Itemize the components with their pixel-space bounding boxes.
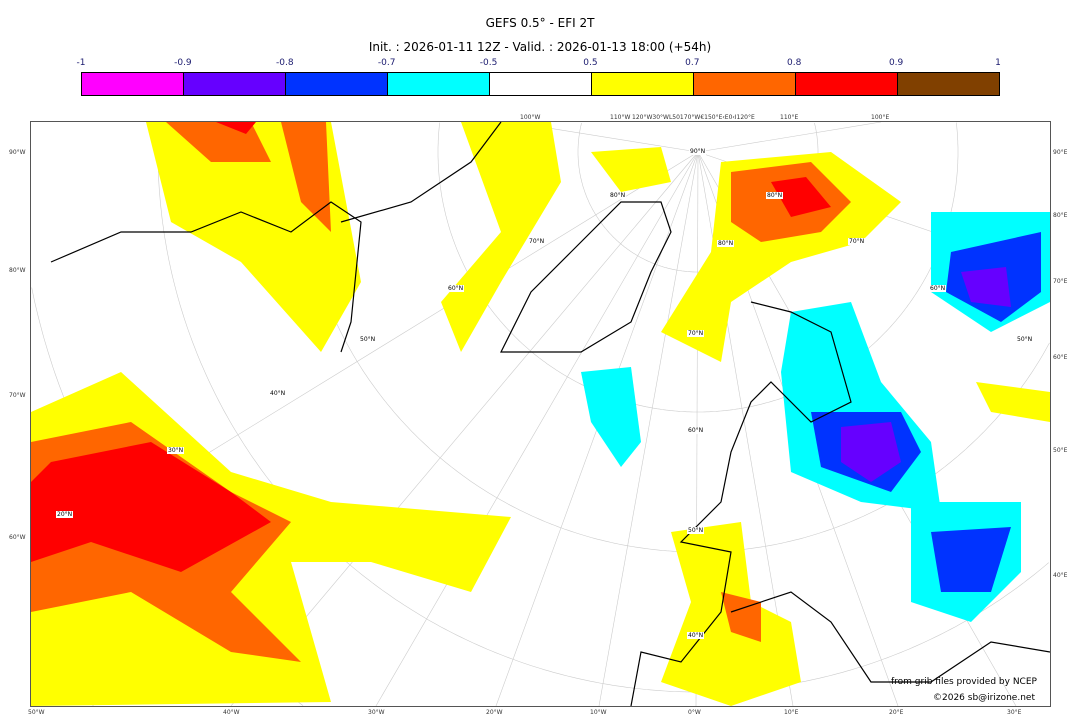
axis-label-bottom: 30°W [368, 709, 385, 716]
axis-label-right: 70°E [1053, 278, 1068, 285]
latitude-label: 60°N [447, 285, 465, 292]
colorbar-bin [184, 73, 286, 95]
latitude-label: 70°N [687, 330, 705, 337]
axis-label-left: 80°W [9, 267, 26, 274]
colorbar-bin [388, 73, 490, 95]
colorbar-bin [82, 73, 184, 95]
axis-label-bottom: 10°W [590, 709, 607, 716]
credit-source: from grib files provided by NCEP [891, 677, 1037, 687]
latitude-circle [437, 122, 959, 413]
latitude-label: 80°N [766, 192, 784, 199]
axis-label-bottom: 20°E [889, 709, 904, 716]
colorbar-tick: -0.8 [275, 58, 294, 68]
axis-label-right: 80°E [1053, 212, 1068, 219]
axis-label-left: 70°W [9, 392, 26, 399]
colorbar-bin [286, 73, 388, 95]
colorbar-bin [592, 73, 694, 95]
latitude-label: 40°N [269, 390, 287, 397]
latitude-label: 60°N [929, 285, 947, 292]
colorbar-bin [796, 73, 898, 95]
latitude-label: 20°N [56, 511, 74, 518]
colorbar [81, 72, 1000, 96]
axis-label-top: 110°W [610, 114, 631, 121]
latitude-label: 50°N [1016, 336, 1034, 343]
colorbar-tick: 1 [995, 58, 1001, 68]
latitude-label: 30°N [167, 447, 185, 454]
colorbar-tick: 0.7 [685, 58, 700, 68]
axis-label-bottom: 0°W [688, 709, 701, 716]
axis-label-bottom: 50°W [28, 709, 45, 716]
latitude-label: 50°N [687, 527, 705, 534]
colorbar-tick: -1 [76, 58, 86, 68]
axis-label-right: 90°E [1053, 149, 1068, 156]
latitude-label: 50°N [359, 336, 377, 343]
efi-field [31, 122, 1050, 706]
latitude-label: 70°N [848, 238, 866, 245]
axis-label-left: 90°W [9, 149, 26, 156]
colorbar-tick: -0.7 [377, 58, 396, 68]
map-subtitle: Init. : 2026-01-11 12Z - Valid. : 2026-0… [368, 40, 712, 54]
colorbar-tick: 0.9 [888, 58, 904, 68]
axis-label-bottom: 30°E [1007, 709, 1022, 716]
colorbar-bin [694, 73, 796, 95]
axis-label-left: 60°W [9, 534, 26, 541]
latitude-label: 80°N [717, 240, 735, 247]
axis-label-top: 110°E [780, 114, 799, 121]
colorbar-tick: -0.9 [174, 58, 192, 68]
colorbar-bin [490, 73, 592, 95]
axis-label-top: 120°W30°WL50170°W€150°E‹E0‹I120°E [632, 114, 755, 121]
map-title: GEFS 0.5° - EFI 2T [485, 16, 595, 30]
colorbar-tick: 0.8 [787, 58, 802, 68]
axis-label-right: 40°E [1053, 572, 1068, 579]
axis-label-right: 60°E [1053, 354, 1068, 361]
axis-label-right: 50°E [1053, 447, 1068, 454]
axis-label-bottom: 20°W [486, 709, 503, 716]
cold-anomalies [581, 212, 1050, 622]
colorbar-bin [898, 73, 999, 95]
colorbar-tick: -0.5 [479, 58, 498, 68]
latitude-label: 60°N [687, 427, 705, 434]
coastlines [50, 122, 1050, 706]
latitude-circle [157, 123, 1049, 693]
colorbar-tick: 0.5 [583, 58, 598, 68]
warm-anomalies [31, 122, 1050, 706]
latitude-label: 70°N [528, 238, 546, 245]
axis-label-top: 100°E [871, 114, 890, 121]
map-area: 90°N 80°N 80°N 80°N 70°N 70°N 70°N 60°N 60°N 60°N… [30, 121, 1051, 707]
latitude-label: 90°N [689, 148, 707, 155]
latitude-label: 40°N [687, 632, 705, 639]
latitude-label: 80°N [609, 192, 627, 199]
credit-copyright: ©2026 sb@irizone.net [933, 693, 1035, 703]
axis-label-top: 100°W [520, 114, 541, 121]
axis-label-bottom: 40°W [223, 709, 240, 716]
axis-label-bottom: 10°E [784, 709, 799, 716]
